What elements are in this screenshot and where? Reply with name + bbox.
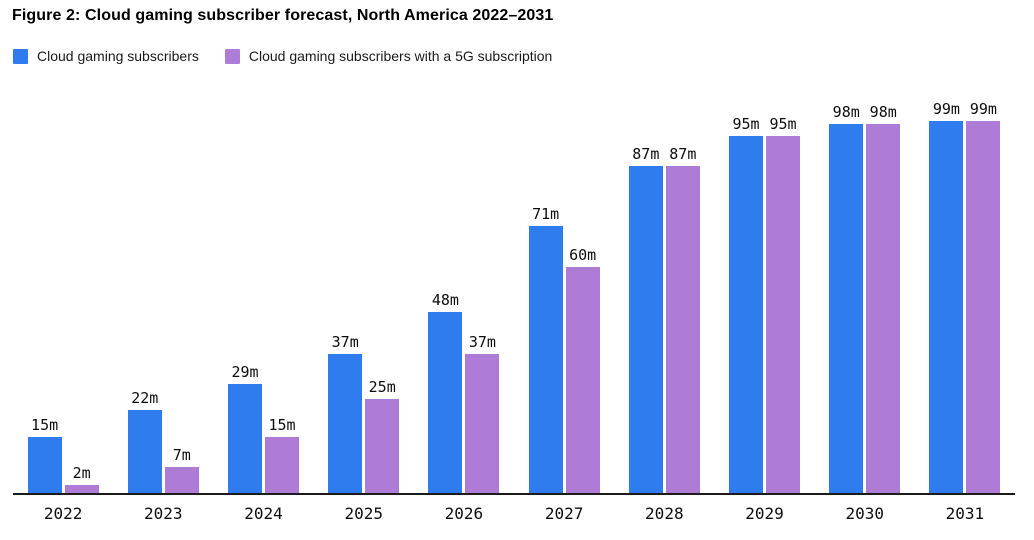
bar-value-label: 48m — [431, 291, 459, 309]
bar-value-label: 95m — [769, 115, 797, 133]
bar-value-label: 60m — [569, 246, 597, 264]
bar-wrap-cloud-gaming-subscribers: 22m — [127, 389, 162, 493]
year-group-2026: 48m 37m — [414, 115, 514, 493]
bar-wrap-cloud-gaming-subscribers-with-a-5g-subscription: 2m — [64, 464, 99, 493]
bar-wrap-cloud-gaming-subscribers: 37m — [328, 333, 363, 493]
bar-value-label: 2m — [72, 464, 91, 482]
bar-value-label: 25m — [368, 378, 396, 396]
bar-value-label: 7m — [172, 446, 191, 464]
bar-cloud-gaming-subscribers-2029 — [729, 136, 764, 493]
bar-wrap-cloud-gaming-subscribers-with-a-5g-subscription: 60m — [565, 246, 600, 493]
bar-cloud-gaming-subscribers-2024 — [228, 384, 262, 493]
year-group-2027: 71m 60m — [514, 115, 614, 493]
bar-value-label: 22m — [131, 389, 159, 407]
bar-value-label: 99m — [969, 100, 997, 118]
x-axis-label-2023: 2023 — [144, 504, 183, 523]
year-group-2031: 99m 99m — [915, 100, 1015, 493]
bar-wrap-cloud-gaming-subscribers-with-a-5g-subscription: 98m — [866, 103, 901, 493]
bar-cloud-gaming-subscribers-with-a-5g-subscription-2029 — [766, 136, 801, 493]
bar-value-label: 87m — [632, 145, 660, 163]
x-axis-label-2030: 2030 — [845, 504, 884, 523]
x-axis-label-2026: 2026 — [444, 504, 484, 523]
bar-cloud-gaming-subscribers-with-a-5g-subscription-2022 — [64, 485, 99, 493]
bar-wrap-cloud-gaming-subscribers: 15m — [27, 416, 62, 493]
figure-title: Figure 2: Cloud gaming subscriber foreca… — [12, 7, 554, 24]
bar-value-label: 37m — [331, 333, 359, 351]
bar-wrap-cloud-gaming-subscribers: 99m — [929, 100, 964, 493]
plot-area: 15m 2m 22m 7m 29m 15m 37m 25m 48m 37m 71m 60m 87m 87m… — [13, 100, 1015, 495]
bar-wrap-cloud-gaming-subscribers: 71m — [528, 205, 563, 493]
bar-wrap-cloud-gaming-subscribers-with-a-5g-subscription: 15m — [265, 416, 299, 493]
bar-cloud-gaming-subscribers-with-a-5g-subscription-2024 — [265, 437, 299, 493]
bar-value-label: 87m — [669, 145, 697, 163]
year-group-2028: 87m 87m — [614, 115, 714, 493]
x-axis-label-2022: 2022 — [43, 504, 83, 523]
bar-value-label: 98m — [869, 103, 897, 121]
x-axis-label-2025: 2025 — [344, 504, 383, 523]
bar-wrap-cloud-gaming-subscribers-with-a-5g-subscription: 95m — [766, 115, 801, 493]
bar-value-label: 98m — [832, 103, 860, 121]
bar-wrap-cloud-gaming-subscribers-with-a-5g-subscription: 25m — [365, 378, 400, 493]
bar-cloud-gaming-subscribers-2023 — [127, 410, 162, 493]
bar-value-label: 71m — [532, 205, 560, 223]
bar-cloud-gaming-subscribers-2028 — [628, 166, 663, 493]
bar-cloud-gaming-subscribers-with-a-5g-subscription-2025 — [365, 399, 400, 493]
bar-wrap-cloud-gaming-subscribers: 48m — [428, 291, 463, 493]
bar-cloud-gaming-subscribers-with-a-5g-subscription-2028 — [665, 166, 700, 493]
year-group-2024: 29m 15m — [213, 115, 313, 493]
x-axis: 2022 2023 2024 2025 2026 2027 2028 2029 2030 2031 — [13, 504, 1015, 523]
bar-cloud-gaming-subscribers-with-a-5g-subscription-2023 — [164, 467, 199, 493]
bar-wrap-cloud-gaming-subscribers: 98m — [829, 103, 864, 493]
bar-value-label: 95m — [732, 115, 760, 133]
bar-cloud-gaming-subscribers-with-a-5g-subscription-2031 — [966, 121, 1001, 493]
bar-value-label: 37m — [468, 333, 496, 351]
bar-value-label: 15m — [268, 416, 296, 434]
bar-value-label: 99m — [932, 100, 960, 118]
legend-item-5g-subscribers: Cloud gaming subscribers with a 5G subsc… — [224, 48, 553, 64]
year-group-2030: 98m 98m — [815, 103, 915, 493]
purple-square-swatch-icon — [224, 48, 240, 64]
year-group-2025: 37m 25m — [314, 115, 414, 493]
bar-wrap-cloud-gaming-subscribers-with-a-5g-subscription: 37m — [465, 333, 500, 493]
x-axis-label-2029: 2029 — [745, 504, 784, 523]
bar-wrap-cloud-gaming-subscribers-with-a-5g-subscription: 87m — [665, 145, 700, 493]
year-group-2022: 15m 2m — [13, 115, 113, 493]
x-axis-label-2031: 2031 — [945, 504, 985, 523]
legend-label: Cloud gaming subscribers with a 5G subsc… — [248, 48, 553, 64]
bar-wrap-cloud-gaming-subscribers: 95m — [729, 115, 764, 493]
bar-cloud-gaming-subscribers-with-a-5g-subscription-2030 — [866, 124, 901, 493]
x-axis-label-2027: 2027 — [544, 504, 584, 523]
bar-cloud-gaming-subscribers-2025 — [328, 354, 363, 493]
bar-value-label: 15m — [31, 416, 59, 434]
bar-cloud-gaming-subscribers-2030 — [829, 124, 864, 493]
bar-cloud-gaming-subscribers-2031 — [929, 121, 964, 493]
bar-wrap-cloud-gaming-subscribers-with-a-5g-subscription: 7m — [164, 446, 199, 493]
blue-square-swatch-icon — [13, 48, 28, 64]
year-group-2023: 22m 7m — [113, 115, 213, 493]
bar-wrap-cloud-gaming-subscribers: 29m — [228, 363, 262, 493]
x-axis-label-2024: 2024 — [244, 504, 283, 523]
legend: Cloud gaming subscribers Cloud gaming su… — [13, 48, 552, 64]
legend-item-cloud-gaming-subscribers: Cloud gaming subscribers — [13, 48, 199, 64]
bar-cloud-gaming-subscribers-with-a-5g-subscription-2026 — [465, 354, 500, 493]
x-axis-label-2028: 2028 — [645, 504, 684, 523]
bar-cloud-gaming-subscribers-2027 — [528, 226, 563, 493]
bar-cloud-gaming-subscribers-with-a-5g-subscription-2027 — [565, 267, 600, 493]
bar-cloud-gaming-subscribers-2026 — [428, 312, 463, 493]
bar-wrap-cloud-gaming-subscribers: 87m — [628, 145, 663, 493]
bar-wrap-cloud-gaming-subscribers-with-a-5g-subscription: 99m — [966, 100, 1001, 493]
bar-value-label: 29m — [231, 363, 259, 381]
bar-cloud-gaming-subscribers-2022 — [27, 437, 62, 493]
legend-label: Cloud gaming subscribers — [37, 48, 199, 64]
year-group-2029: 95m 95m — [714, 115, 814, 493]
